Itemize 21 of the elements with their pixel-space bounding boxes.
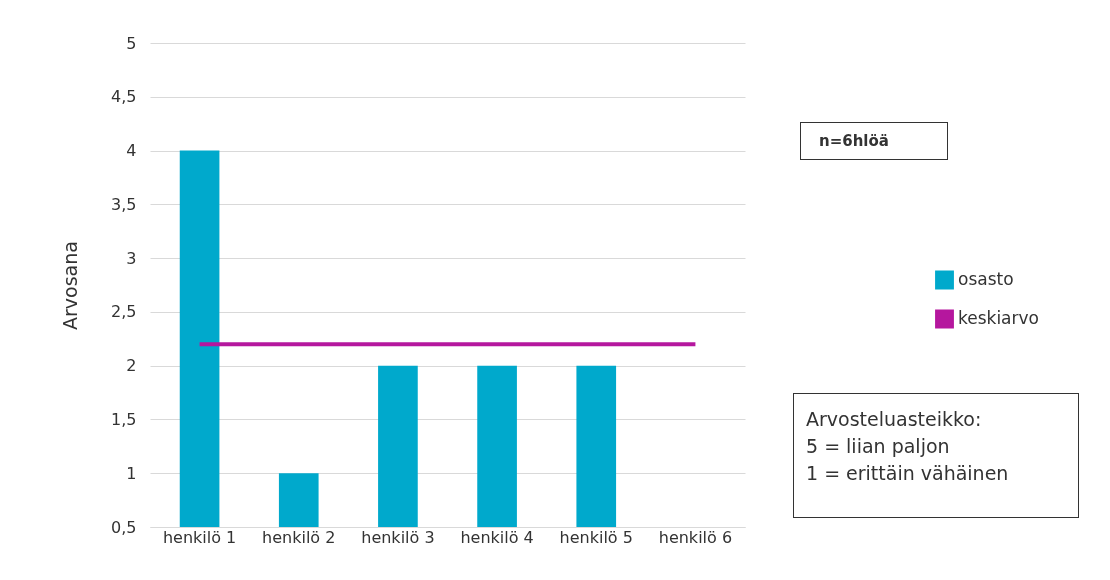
x-tick-label: henkilö 6 bbox=[658, 527, 733, 547]
x-tick-label: henkilö 3 bbox=[361, 527, 435, 547]
y-tick-label: 4,5 bbox=[111, 87, 137, 107]
y-tick-label: 4 bbox=[126, 141, 137, 161]
text: n=6hlöä bbox=[800, 122, 948, 160]
y-tick-label: 1 bbox=[126, 463, 137, 483]
y-tick-label: 2 bbox=[126, 356, 137, 376]
y-axis-title: Arvosana bbox=[59, 241, 82, 330]
y-tick-label: 3 bbox=[126, 248, 137, 268]
y-tick-label: 1,5 bbox=[111, 409, 137, 429]
y-tick-label: 5 bbox=[126, 33, 137, 53]
legend-label: osasto bbox=[958, 268, 1014, 289]
y-tick-label: 3,5 bbox=[111, 194, 137, 214]
x-tick-label: henkilö 4 bbox=[460, 527, 534, 547]
x-tick-label: henkilö 5 bbox=[559, 527, 633, 547]
x-tick-label: henkilö 1 bbox=[162, 527, 237, 547]
legend-label: keskiarvo bbox=[958, 307, 1039, 328]
y-tick-label: 0,5 bbox=[111, 517, 137, 537]
y-tick-label: 2,5 bbox=[111, 302, 137, 322]
text: Arvosteluasteikko: 5 = liian paljon 1 = erittäin vähäinen bbox=[793, 393, 1079, 518]
x-tick-label: henkilö 2 bbox=[262, 527, 336, 547]
